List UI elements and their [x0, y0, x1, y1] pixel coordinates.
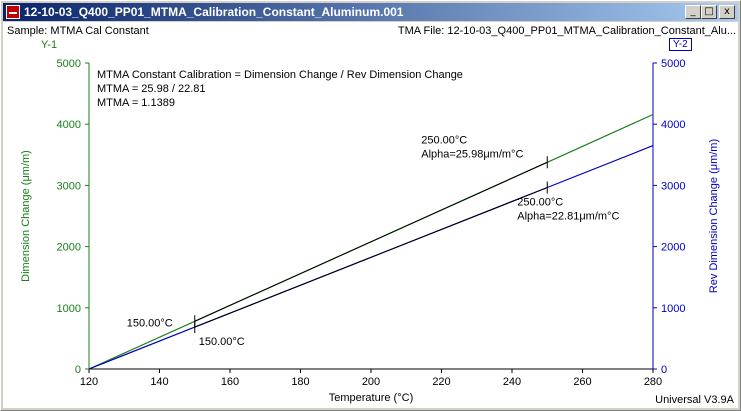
y2-axis-tag[interactable]: Y-2: [669, 38, 692, 51]
annotation-line: MTMA Constant Calibration = Dimension Ch…: [97, 69, 463, 81]
annotation-line: MTMA = 1.1389: [97, 97, 175, 109]
marker-label: 150.00°C: [127, 317, 173, 329]
annotation-line: MTMA = 25.98 / 22.81: [97, 83, 206, 95]
y2-tick-label: 2000: [661, 242, 685, 254]
app-icon[interactable]: [6, 5, 20, 19]
y2-tick-label: 1000: [661, 303, 685, 315]
x-tick-label: 200: [362, 376, 380, 388]
marker-label: Alpha=25.98μm/m°C: [421, 148, 523, 160]
y1-tick-label: 4000: [57, 119, 81, 131]
y2-tick-label: 0: [661, 364, 667, 376]
x-tick-label: 220: [432, 376, 450, 388]
marker-label: 250.00°C: [421, 134, 467, 146]
marker-label: Alpha=22.81μm/m°C: [517, 211, 619, 223]
tma-file-label: TMA File: 12-10-03_Q400_PP01_MTMA_Calibr…: [397, 25, 736, 37]
fit-line-y1: [194, 161, 548, 322]
x-tick-label: 160: [221, 376, 239, 388]
marker-label: 250.00°C: [517, 197, 563, 209]
y1-tick-label: 5000: [57, 58, 81, 70]
close-button[interactable]: x: [719, 5, 735, 19]
title-bar[interactable]: 12-10-03_Q400_PP01_MTMA_Calibration_Cons…: [3, 3, 738, 21]
y2-tick-label: 3000: [661, 180, 685, 192]
x-axis-title: Temperature (°C): [329, 392, 413, 404]
chart[interactable]: 120 140 160 180 200 220 240 260 2800100020003000…: [3, 22, 738, 408]
y2-axis-title: Rev Dimension Change (μm/m): [708, 139, 720, 293]
x-tick-label: 240: [503, 376, 521, 388]
maximize-button[interactable]: □: [701, 5, 717, 19]
y1-axis-title: Dimension Change (μm/m): [20, 150, 32, 282]
window-controls: _ □ x: [685, 5, 735, 19]
marker-label: 150.00°C: [199, 336, 245, 348]
minimize-button[interactable]: _: [685, 5, 701, 19]
sample-label: Sample: MTMA Cal Constant: [7, 25, 149, 37]
y2-tick-label: 4000: [661, 119, 685, 131]
fit-line-y2: [194, 187, 548, 328]
y1-tick-label: 0: [75, 364, 81, 376]
x-tick-label: 260: [573, 376, 591, 388]
window-title: 12-10-03_Q400_PP01_MTMA_Calibration_Cons…: [24, 5, 404, 19]
x-tick-label: 120: [80, 376, 98, 388]
x-tick-label: 280: [644, 376, 662, 388]
x-tick-label: 180: [291, 376, 309, 388]
x-tick-label: 140: [150, 376, 168, 388]
plot-area: Sample: MTMA Cal Constant TMA File: 12-1…: [3, 22, 738, 408]
y1-axis-tag[interactable]: Y-1: [41, 39, 58, 51]
y2-tick-label: 5000: [661, 58, 685, 70]
y1-tick-label: 2000: [57, 242, 81, 254]
y1-tick-label: 3000: [57, 180, 81, 192]
y1-tick-label: 1000: [57, 303, 81, 315]
software-version: Universal V3.9A: [655, 394, 734, 406]
